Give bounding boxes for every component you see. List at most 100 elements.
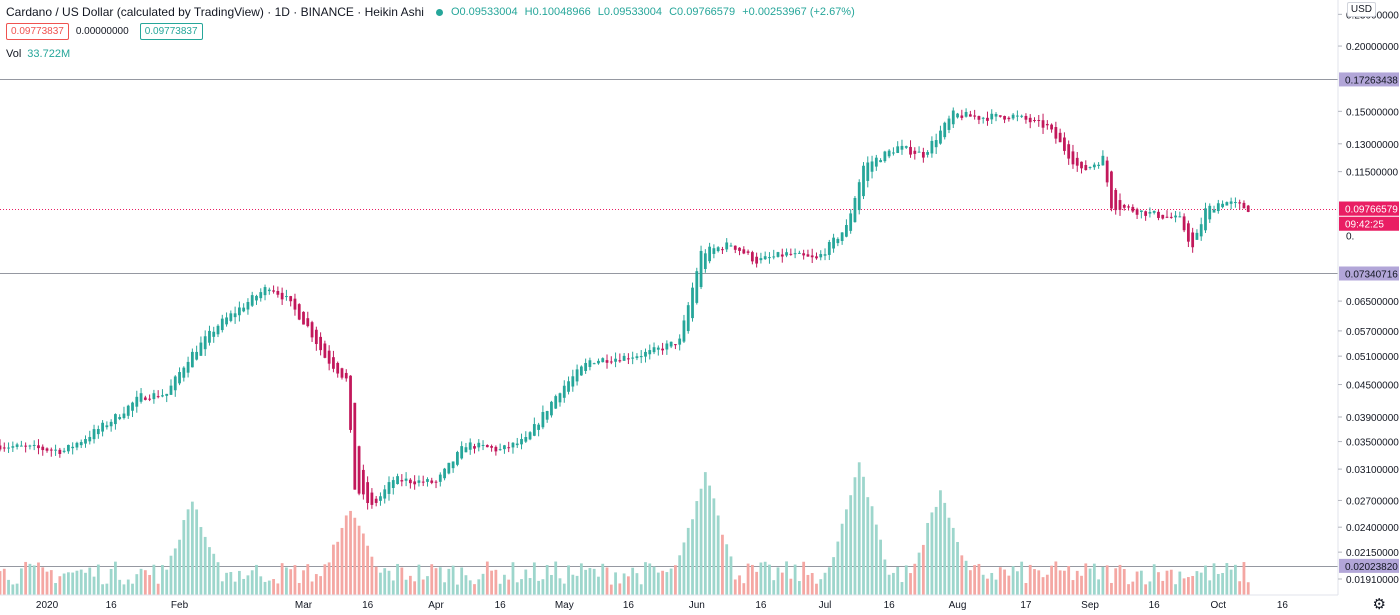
volume-bar xyxy=(1028,564,1032,595)
currency-selector[interactable]: USD xyxy=(1346,2,1376,17)
candle-body xyxy=(434,481,438,483)
candle-body xyxy=(276,291,280,295)
candle-body xyxy=(473,446,476,449)
volume-bar xyxy=(306,564,310,595)
candle-body xyxy=(156,396,160,398)
candle-body xyxy=(1186,223,1190,242)
candle-body xyxy=(340,368,344,378)
candle-body xyxy=(1071,151,1075,165)
candle-body xyxy=(503,445,506,450)
volume-bar xyxy=(759,562,763,595)
volume-bar xyxy=(960,555,964,595)
candle-body xyxy=(575,369,579,382)
volume-bar xyxy=(511,562,515,595)
volume-bar xyxy=(994,579,998,595)
volume-bar xyxy=(1144,584,1148,595)
volume-legend[interactable]: Vol 33.722M xyxy=(6,48,70,60)
volume-bar xyxy=(853,477,857,595)
candle-body xyxy=(498,449,502,451)
time-tick-label: Sep xyxy=(1081,600,1099,611)
buy-price-button[interactable]: 0.09773837 xyxy=(139,23,203,40)
price-tick-label: 0.03100000 xyxy=(1346,465,1399,476)
volume-bar xyxy=(1225,563,1229,595)
candle-body xyxy=(1080,161,1083,169)
candle-body xyxy=(605,360,609,363)
volume-bar xyxy=(460,567,464,595)
volume-bar xyxy=(832,557,835,595)
volume-bar xyxy=(1242,562,1246,595)
volume-bar xyxy=(280,563,284,595)
volume-bar xyxy=(490,570,493,595)
candle-body xyxy=(15,444,19,447)
candle-body xyxy=(699,250,703,288)
volume-bar xyxy=(421,579,425,595)
volume-bar xyxy=(609,584,613,595)
settings-gear-icon[interactable]: ⚙ xyxy=(1372,596,1386,613)
candle-body xyxy=(1045,123,1049,126)
candle-body xyxy=(250,295,254,306)
price-tick-label: 0.13000000 xyxy=(1346,140,1399,151)
candle-body xyxy=(1199,224,1203,237)
volume-bar xyxy=(24,561,28,595)
candle-body xyxy=(729,245,733,247)
candle-body xyxy=(815,256,818,259)
candle-body xyxy=(190,351,194,368)
candle-body xyxy=(289,296,293,302)
candle-body xyxy=(464,447,468,453)
volume-bar xyxy=(575,575,579,595)
volume-bar xyxy=(361,533,365,595)
candle-body xyxy=(242,307,246,312)
candle-body xyxy=(438,474,442,482)
candle-body xyxy=(1135,209,1139,215)
symbol-legend: Cardano / US Dollar (calculated by Tradi… xyxy=(6,5,859,19)
volume-bar xyxy=(896,566,900,595)
volume-bar xyxy=(1174,584,1177,595)
volume-bar xyxy=(567,565,570,595)
candle-body xyxy=(874,157,878,167)
candle-body xyxy=(37,445,40,449)
symbol-title[interactable]: Cardano / US Dollar (calculated by Tradi… xyxy=(6,5,424,19)
volume-bar xyxy=(1152,564,1156,595)
volume-bar xyxy=(1011,566,1015,595)
volume-bar xyxy=(699,488,703,595)
candle-body xyxy=(323,343,327,358)
candle-body xyxy=(520,439,523,445)
volume-bar xyxy=(1041,577,1045,595)
volume-bar xyxy=(1204,565,1207,595)
time-tick-label: Jun xyxy=(689,600,705,611)
sell-price-button[interactable]: 0.09773837 xyxy=(6,23,69,40)
candle-body xyxy=(122,413,126,419)
volume-bar xyxy=(998,567,1002,595)
candle-body xyxy=(990,113,994,120)
volume-bar xyxy=(1045,574,1049,595)
volume-bar xyxy=(1127,584,1130,595)
volume-bar xyxy=(661,570,664,595)
volume-bar xyxy=(1054,561,1058,595)
volume-bar xyxy=(823,572,827,595)
volume-bar xyxy=(1084,563,1088,595)
candle-body xyxy=(614,358,617,362)
volume-bar xyxy=(862,476,865,595)
candle-body xyxy=(712,248,716,254)
volume-bar xyxy=(190,501,194,595)
bar-countdown-badge-background xyxy=(1339,216,1399,231)
candle-body xyxy=(306,318,310,327)
volume-bar xyxy=(400,567,404,595)
volume-bar xyxy=(686,527,690,595)
volume-bar xyxy=(1007,575,1011,595)
volume-bar xyxy=(105,583,109,595)
candle-body xyxy=(930,140,934,154)
volume-bar xyxy=(391,580,395,595)
candle-body xyxy=(780,254,784,257)
volume-bar xyxy=(904,565,908,595)
candle-body xyxy=(400,480,404,482)
candle-body xyxy=(631,357,635,359)
candle-body xyxy=(998,115,1002,117)
time-tick-label: 16 xyxy=(495,600,507,611)
candle-body xyxy=(776,252,780,257)
candle-body xyxy=(246,301,250,310)
ohlc-values: O0.09533004 H0.10048966 L0.09533004 C0.0… xyxy=(451,6,859,18)
volume-bar xyxy=(92,576,96,595)
candle-body xyxy=(408,479,412,484)
